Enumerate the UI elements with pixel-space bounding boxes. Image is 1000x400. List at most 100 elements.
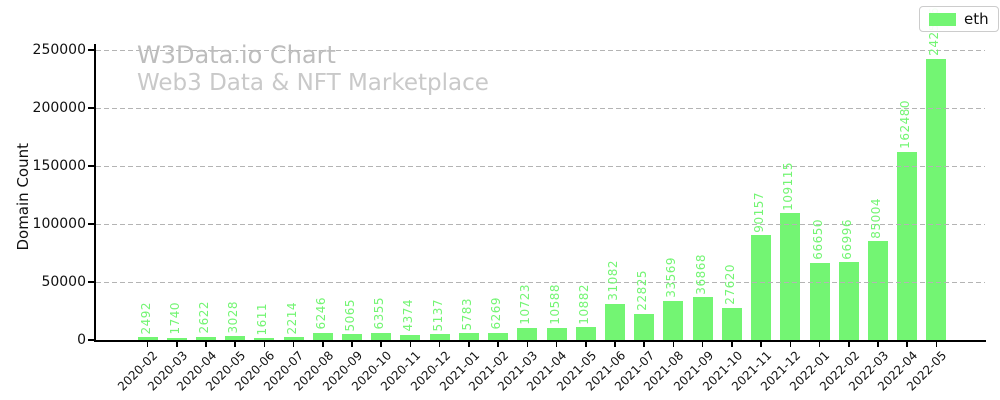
legend-label: eth [964,9,989,28]
bar-value-label: 1611 [255,302,270,336]
x-tick-mark [205,342,207,347]
x-tick-mark [585,342,587,347]
bar-2020-03 [166,337,187,340]
bar-value-label: 4374 [401,299,416,332]
y-tick-label: 0 [77,332,86,348]
x-tick-mark [409,342,412,347]
x-tick-mark [906,342,908,347]
bar-2020-11 [400,334,421,340]
bar-2021-03 [517,327,538,340]
x-tick-mark [672,342,675,347]
legend: eth [919,6,999,32]
bar-2021-08 [663,301,684,340]
bar-value-label: 6355 [372,297,387,330]
bar-value-label: 36868 [693,253,708,295]
y-axis-line [94,44,96,342]
bar-value-label: 6246 [313,297,328,330]
bar-value-label: 2492 [138,301,153,335]
bar-value-label: 5783 [459,297,474,331]
x-tick-mark [438,342,441,347]
bar-value-label: 66996 [839,218,854,260]
x-tick-mark [935,342,938,347]
x-tick-mark [234,342,236,347]
x-axis-line [94,340,986,342]
bar-2021-01 [458,333,479,340]
gridline-100000 [96,224,985,226]
x-tick-mark [322,342,324,347]
bar-value-label: 6269 [489,297,504,330]
bar-2020-05 [225,336,246,340]
y-tick-label: 100000 [32,216,86,232]
bar-value-label: 2622 [196,301,211,334]
bar-2020-07 [283,337,304,340]
bar-2020-04 [195,336,216,340]
bar-2020-12 [429,334,450,340]
x-tick-mark [847,342,850,347]
bar-2021-02 [488,332,509,340]
y-tick-label: 250000 [32,42,86,58]
x-tick-mark [701,342,704,347]
bar-value-label: 1740 [167,302,182,335]
bar-2021-12 [780,213,801,340]
bar-2020-09 [342,334,363,340]
bar-2022-05 [926,58,947,340]
x-tick-mark [731,342,733,347]
y-tick-label: 200000 [32,100,86,116]
bar-2021-05 [575,327,596,340]
x-tick-mark [468,342,470,347]
chart-title-watermark: W3Data.io Chart [137,41,336,69]
y-tick-label: 150000 [32,158,86,174]
bar-value-label: 5137 [430,298,445,332]
chart-subtitle-watermark: Web3 Data & NFT Marketplace [137,69,489,96]
x-tick-mark [789,342,792,347]
bar-value-label: 31082 [606,260,621,301]
bar-2021-10 [721,307,742,340]
bar-value-label: 2214 [284,301,299,335]
bar-value-label: 10588 [547,284,562,325]
x-tick-mark [643,342,646,347]
bar-value-label: 22825 [635,269,650,311]
x-tick-mark [292,342,295,347]
bar-value-label: 90157 [752,191,767,233]
x-tick-mark [818,342,821,347]
y-tick-mark [88,281,94,283]
x-tick-mark [760,342,762,347]
x-tick-mark [614,342,616,347]
bar-2021-09 [692,297,713,340]
bar-value-label: 162480 [898,99,913,149]
x-tick-mark [497,342,499,347]
y-tick-mark [88,107,94,109]
x-tick-mark [555,342,558,347]
bar-value-label: 3028 [226,300,241,334]
y-tick-mark [88,339,94,341]
x-tick-mark [175,342,178,347]
bar-value-label: 5065 [343,298,358,332]
bar-value-label: 109115 [781,161,796,211]
x-tick-mark [380,342,383,347]
legend-swatch-eth [929,12,956,26]
bar-value-label: 10723 [518,283,533,325]
x-tick-mark [146,342,149,347]
y-tick-mark [88,165,94,167]
bar-2021-07 [634,313,655,340]
x-tick-mark [877,342,879,347]
y-tick-mark [88,223,94,225]
gridline-50000 [96,282,985,284]
y-tick-mark [88,49,94,51]
bar-2022-01 [809,262,830,340]
x-tick-mark [526,342,529,347]
bar-2020-10 [371,332,392,340]
bar-2022-04 [897,151,918,340]
bar-2022-03 [868,241,888,340]
gridline-200000 [96,108,985,110]
bar-2020-02 [137,337,158,340]
x-tick-mark [263,342,266,347]
bar-value-label: 66650 [810,219,825,260]
bar-2022-02 [838,262,859,340]
bar-value-label: 33569 [664,257,679,299]
gridline-250000 [96,50,985,52]
bar-2021-06 [605,303,626,340]
bar-2020-06 [254,338,275,340]
y-tick-label: 50000 [41,274,86,290]
